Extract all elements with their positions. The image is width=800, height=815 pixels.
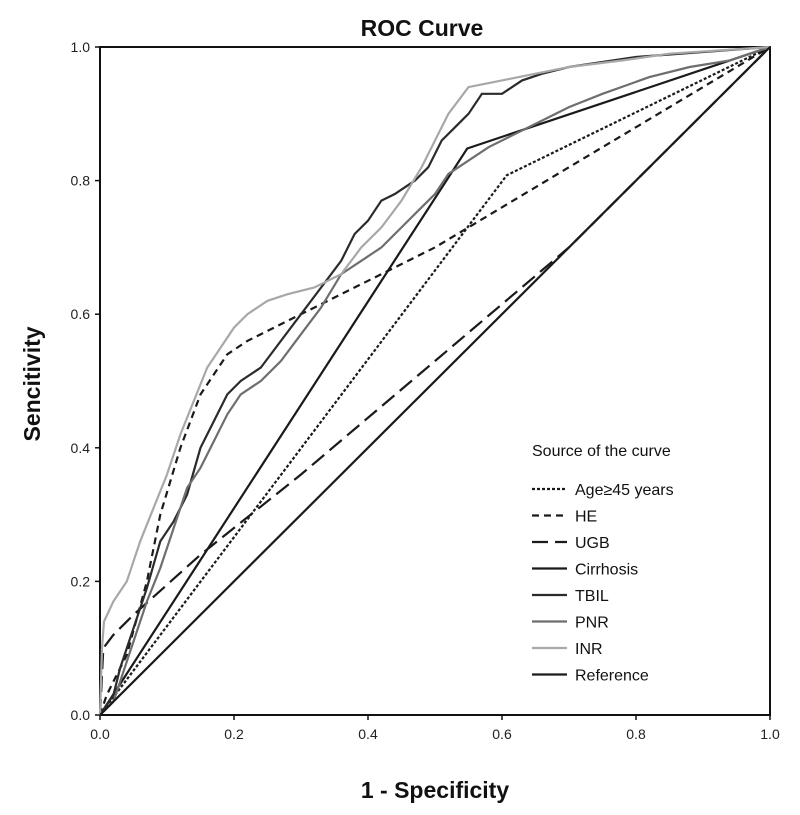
legend: Source of the curve Age≥45 years HE UGB Cir…	[532, 443, 674, 685]
series-line-inr	[98, 45, 771, 716]
x-axis-title: 1 - Specificity	[361, 777, 509, 803]
y-axis-ticks: 0.0 0.2 0.4 0.6 0.8 1.0	[71, 39, 100, 723]
series-line-reference	[99, 46, 771, 716]
x-tick-label: 0.2	[224, 726, 244, 742]
x-tick-label: 0.4	[358, 726, 378, 742]
legend-label: Age≥45 years	[575, 482, 674, 499]
legend-label: INR	[575, 641, 603, 658]
legend-label: Reference	[575, 668, 649, 685]
y-axis-title: Sencitivity	[19, 326, 45, 441]
legend-label: HE	[575, 509, 597, 526]
x-axis-ticks: 0.0 0.2 0.4 0.6 0.8 1.0	[90, 715, 780, 742]
series-line-he	[98, 46, 771, 716]
series-line-age-45-years	[99, 46, 771, 716]
x-tick-label: 0.6	[492, 726, 512, 742]
y-tick-label: 0.2	[71, 573, 91, 589]
series-layer	[98, 45, 771, 716]
y-tick-label: 0.6	[71, 306, 91, 322]
y-tick-label: 0.4	[71, 440, 91, 456]
legend-title: Source of the curve	[532, 443, 671, 460]
x-tick-label: 0.8	[626, 726, 646, 742]
y-tick-label: 1.0	[71, 39, 91, 55]
chart-title: ROC Curve	[361, 15, 484, 41]
series-line-cirrhosis	[99, 45, 771, 716]
y-tick-label: 0.0	[71, 707, 91, 723]
legend-items: Age≥45 years HE UGB Cirrhosis TBIL PNR INR Refe…	[532, 482, 674, 685]
x-tick-label: 0.0	[90, 726, 110, 742]
series-line-ugb	[98, 46, 771, 716]
legend-label: PNR	[575, 615, 609, 632]
y-tick-label: 0.8	[71, 173, 91, 189]
x-tick-label: 1.0	[760, 726, 780, 742]
legend-label: TBIL	[575, 588, 609, 605]
series-line-tbil	[99, 45, 771, 716]
legend-label: Cirrhosis	[575, 562, 638, 579]
legend-label: UGB	[575, 535, 610, 552]
